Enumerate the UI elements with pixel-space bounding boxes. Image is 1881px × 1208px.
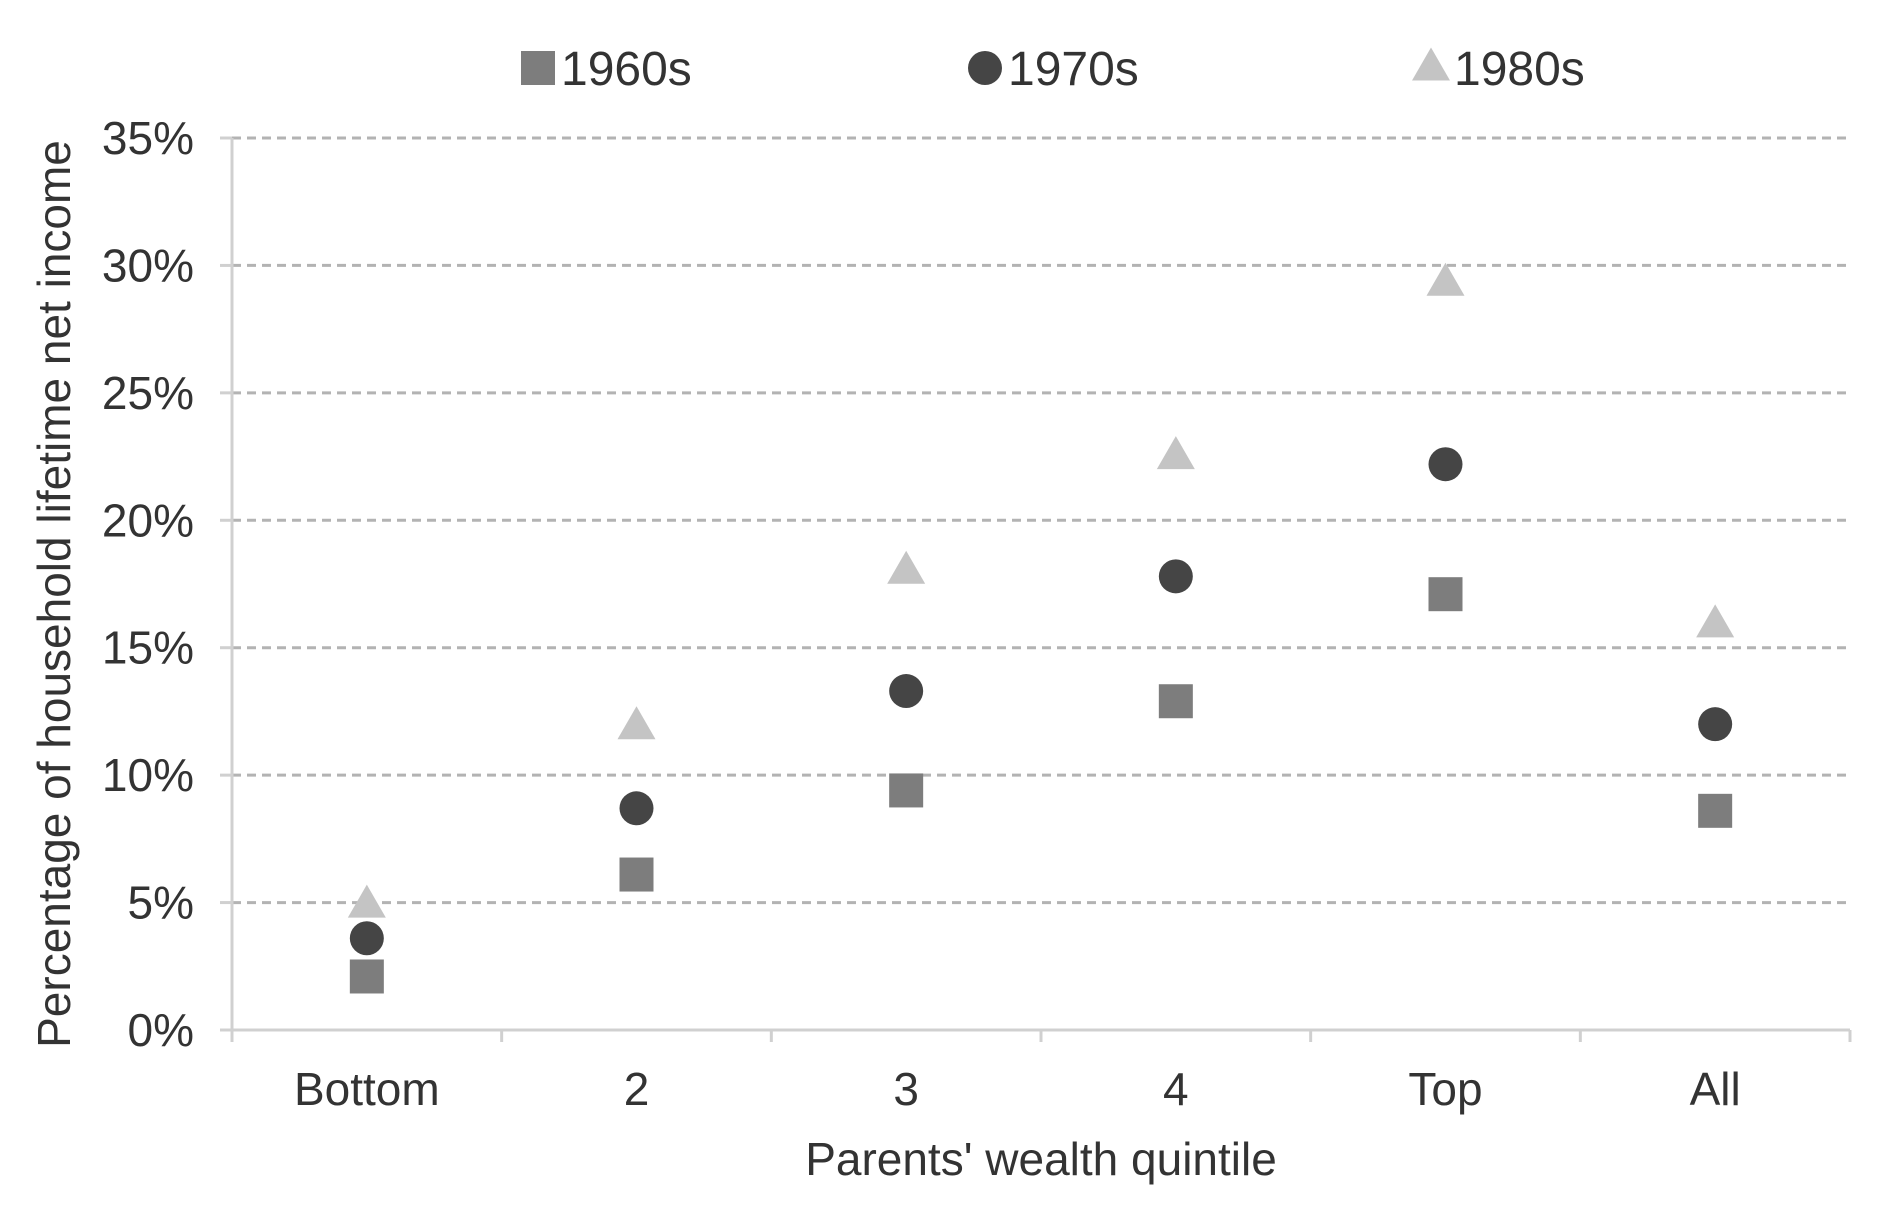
gridlines: [232, 136, 1850, 905]
legend-marker-square: [521, 51, 555, 85]
data-point-circle: [1158, 559, 1193, 594]
y-tick-label: 15%: [102, 622, 194, 674]
legend-item: 1960s: [521, 43, 692, 96]
axes: [220, 136, 1852, 1042]
x-tick-label: 3: [893, 1063, 919, 1115]
series-1980s: [347, 262, 1735, 918]
legend: 1960s 1970s 1980s: [521, 43, 1585, 96]
x-tick-label: Top: [1408, 1063, 1482, 1115]
y-tick-label: 5%: [128, 877, 194, 929]
data-point-triangle: [1426, 262, 1465, 296]
y-tick-labels: 0% 5% 10% 15% 20% 25% 30% 35%: [102, 112, 194, 1056]
legend-item: 1980s: [1412, 43, 1585, 96]
data-point-square: [889, 773, 924, 808]
data-point-triangle: [617, 706, 656, 740]
y-tick-label: 10%: [102, 749, 194, 801]
legend-marker-circle: [968, 51, 1002, 85]
data-point-circle: [889, 674, 924, 709]
legend-marker-triangle: [1412, 47, 1450, 81]
data-point-circle: [1428, 447, 1463, 482]
data-point-circle: [1698, 707, 1733, 742]
y-tick-label: 0%: [128, 1004, 194, 1056]
x-tick-labels: Bottom 2 3 4 Top All: [294, 1063, 1741, 1115]
data-point-square: [1428, 577, 1463, 612]
legend-label: 1960s: [561, 43, 692, 96]
data-point-triangle: [347, 884, 386, 918]
x-tick-label: 4: [1163, 1063, 1189, 1115]
data-point-square: [349, 959, 384, 994]
x-tick-label: Bottom: [294, 1063, 440, 1115]
legend-item: 1970s: [968, 43, 1139, 96]
y-axis-title: Percentage of household lifetime net inc…: [28, 140, 80, 1048]
y-tick-label: 20%: [102, 494, 194, 546]
y-tick-label: 30%: [102, 239, 194, 291]
x-tick-label: 2: [624, 1063, 650, 1115]
y-tick-label: 35%: [102, 112, 194, 164]
data-points: [347, 262, 1735, 994]
data-point-square: [1158, 684, 1193, 719]
data-point-square: [619, 857, 654, 892]
series-1960s: [349, 577, 1733, 994]
data-point-square: [1698, 793, 1733, 828]
y-tick-label: 25%: [102, 367, 194, 419]
x-tick-label: All: [1690, 1063, 1741, 1115]
series-1970s: [349, 447, 1733, 956]
data-point-circle: [619, 791, 654, 826]
data-point-triangle: [887, 550, 926, 584]
data-point-circle: [349, 921, 384, 956]
x-axis-title: Parents' wealth quintile: [805, 1133, 1277, 1185]
data-point-triangle: [1156, 436, 1195, 470]
legend-label: 1970s: [1008, 43, 1139, 96]
legend-label: 1980s: [1454, 43, 1585, 96]
data-point-triangle: [1696, 604, 1735, 638]
